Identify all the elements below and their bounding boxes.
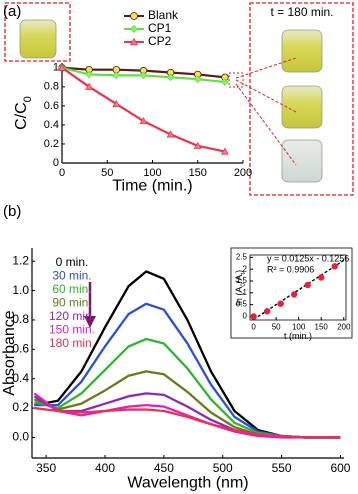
marker	[112, 99, 121, 107]
marker	[290, 291, 298, 298]
photo-left: t = 0 min	[4, 2, 71, 62]
y-tick-label: 1	[53, 62, 59, 74]
legend-label: 60 min.	[52, 282, 91, 296]
marker	[85, 70, 94, 79]
marker	[129, 24, 139, 34]
annotation: t = 180 min.	[270, 5, 333, 19]
y-axis-label: C/C0	[13, 96, 34, 130]
x-tick-label: 200	[234, 167, 252, 179]
x-tick-label: 500	[213, 461, 233, 475]
legend-label: 0 min.	[56, 255, 89, 269]
annotation: t = 0 min	[16, 5, 59, 17]
y-axis-label-part: t	[240, 273, 247, 275]
y-tick-label: 0.0	[12, 430, 29, 444]
y-tick-label: 0.5	[236, 300, 248, 309]
photo-right: t = 180 min.	[228, 2, 354, 196]
marker	[112, 71, 121, 80]
x-tick-label: 0	[251, 322, 256, 331]
series-line	[34, 337, 341, 439]
y-axis-label-part: C/C	[13, 102, 30, 130]
marker	[221, 78, 229, 86]
y-axis-label-part: 0	[240, 283, 247, 287]
marker	[166, 130, 175, 138]
marker	[304, 281, 311, 289]
y-axis-label-part: )	[234, 270, 244, 273]
legend-label: Blank	[148, 8, 179, 22]
annotation: y = 0.0125x - 0.1256	[267, 253, 349, 263]
y-tick-label: 0	[243, 312, 248, 321]
x-tick-label: 150	[315, 322, 329, 331]
y-tick-label: 0.2	[44, 138, 59, 150]
x-tick-label: 400	[95, 461, 115, 475]
y-axis-label: ln (A0/At)	[234, 270, 247, 305]
marker	[263, 308, 271, 315]
y-tick-label: 0.8	[12, 312, 29, 326]
y-tick-label: 0.4	[44, 119, 59, 131]
series-line	[34, 406, 341, 439]
y-tick-label: 1.2	[12, 253, 29, 267]
legend-label: CP2	[148, 34, 172, 48]
marker	[58, 63, 66, 71]
y-tick-label: 1.5	[236, 276, 248, 285]
y-tick-label: 1	[243, 288, 248, 297]
marker	[166, 73, 175, 82]
marker	[277, 300, 284, 307]
y-tick-label: 0.6	[44, 100, 59, 112]
panel-label: (b)	[3, 203, 21, 220]
x-axis-label: t (min.)	[284, 331, 312, 341]
x-tick-label: 550	[272, 461, 292, 475]
time-arrow	[84, 282, 96, 328]
y-tick-label: 0.4	[12, 371, 29, 385]
marker	[318, 274, 325, 281]
y-tick-label: 0.6	[12, 342, 29, 356]
legend-label: 120 min.	[49, 309, 95, 323]
y-tick-label: 0.8	[44, 81, 59, 93]
y-tick-label: 0	[53, 157, 59, 169]
x-tick-label: 150	[189, 167, 207, 179]
y-axis-label-part: 0	[22, 96, 34, 102]
plot-frame	[249, 254, 347, 321]
legend-label: CP1	[148, 21, 172, 35]
marker	[193, 75, 202, 84]
marker	[331, 263, 338, 270]
panel-label: (a)	[3, 3, 21, 20]
y-tick-label: 1.0	[12, 283, 29, 297]
x-tick-label: 50	[272, 322, 281, 331]
y-axis-label: Absorbance	[1, 310, 18, 395]
marker	[193, 141, 202, 149]
marker	[130, 12, 138, 20]
y-tick-label: 2	[243, 264, 248, 273]
legend-label: 180 min.	[49, 336, 95, 350]
marker	[139, 71, 148, 80]
x-tick-label: 0	[59, 167, 65, 179]
x-tick-label: 600	[330, 461, 350, 475]
marker	[220, 147, 229, 155]
marker	[85, 82, 94, 90]
x-axis-label: Wavelength (nm)	[127, 474, 248, 491]
marker	[129, 37, 139, 46]
y-axis-label-part: /A	[234, 275, 244, 284]
legend-label: 90 min.	[52, 296, 91, 310]
x-tick-label: 100	[292, 322, 306, 331]
x-tick-label: 200	[337, 322, 351, 331]
x-tick-label: 350	[36, 461, 56, 475]
x-tick-label: 450	[154, 461, 174, 475]
y-tick-label: 2.5	[236, 252, 248, 261]
legend-label: 30 min.	[52, 269, 91, 283]
y-axis-label-part: ln (A	[234, 287, 244, 306]
series-line	[33, 392, 341, 439]
marker	[139, 116, 148, 125]
x-tick-label: 100	[143, 167, 161, 179]
y-tick-label: 0.2	[12, 400, 29, 414]
x-axis-label: Time (min.)	[112, 177, 192, 194]
x-tick-label: 50	[101, 167, 113, 179]
legend-label: 150 min.	[49, 323, 95, 337]
marker	[250, 313, 257, 320]
annotation: R² = 0.9906	[267, 264, 314, 274]
